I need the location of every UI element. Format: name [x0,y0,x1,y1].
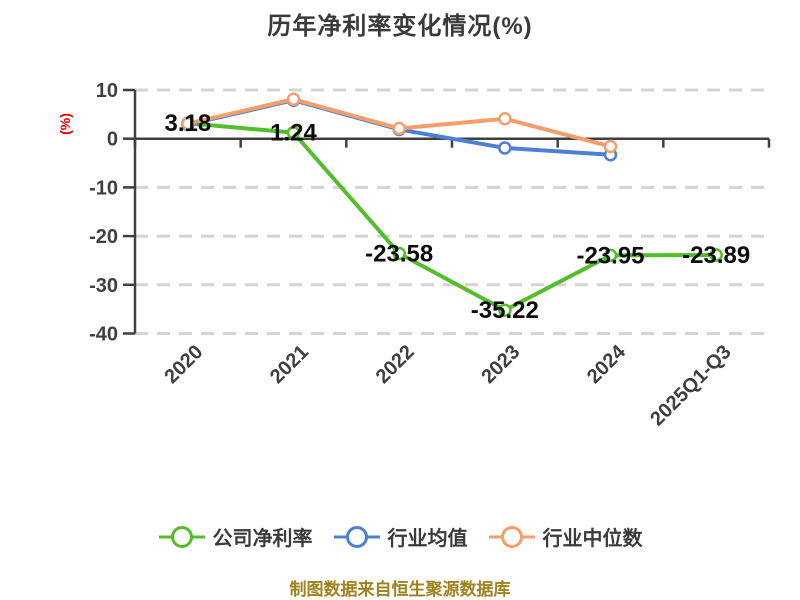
chart-legend: 公司净利率 行业均值 行业中位数 [0,522,800,551]
y-tick-label: -20 [89,226,118,248]
y-axis-unit-label: (%) [57,113,73,135]
data-source-note: 制图数据来自恒生聚源数据库 [289,580,511,599]
chart-title: 历年净利率变化情况(%) [267,13,533,40]
data-point-industry-median [392,121,406,136]
data-label-company-net-margin: 3.18 [164,110,211,137]
data-label-company-net-margin: -35.22 [471,297,539,324]
data-point-company-net-margin [709,248,723,262]
legend-item-industry-median: 行业中位数 [488,522,643,551]
x-tick-label: 2022 [372,341,419,388]
y-tick-label: -30 [89,275,118,297]
x-tick-label: 2025Q1-Q3 [646,341,735,430]
legend-marker-industry-mean [333,525,380,548]
data-point-industry-median [603,139,618,154]
data-label-company-net-margin: -23.95 [576,242,644,269]
data-point-company-net-margin [392,246,406,261]
legend-label-industry-mean: 行业均值 [387,528,468,550]
legend-marker-industry-median [488,525,535,548]
y-tick-label: -10 [89,177,118,199]
data-point-industry-median [286,92,301,107]
x-tick-label: 2024 [583,340,631,388]
data-point-company-net-margin [603,248,618,263]
legend-circle-icon [170,525,193,548]
x-tick-label: 2020 [160,341,207,388]
legend-circle-icon [345,525,368,548]
legend-item-industry-mean: 行业均值 [333,522,468,551]
legend-label-company-net-margin: 公司净利率 [212,528,313,550]
x-tick-label: 2021 [266,341,313,388]
legend-circle-icon [500,525,523,548]
legend-item-company-net-margin: 公司净利率 [158,522,313,551]
x-tick-label: 2023 [477,341,524,388]
data-point-industry-median [181,116,195,131]
line-chart-plot-area: 10 0 -10 -20 -30 -40 2020 2021 2022 2023 2024 2025Q… [57,80,771,430]
y-tick-label: 10 [96,80,118,102]
data-label-company-net-margin: -23.89 [682,242,750,269]
data-label-company-net-margin: -23.58 [365,241,433,268]
legend-marker-company-net-margin [158,525,205,548]
data-point-company-net-margin [498,303,512,317]
data-point-industry-mean [498,141,512,155]
legend-label-industry-median: 行业中位数 [542,528,643,550]
data-point-industry-median [498,111,512,126]
data-point-company-net-margin [286,125,301,140]
series-line-company-net-margin [185,121,719,313]
y-tick-label: -40 [89,324,118,346]
y-tick-label: 0 [107,129,118,151]
data-label-company-net-margin: 1.24 [270,120,317,147]
